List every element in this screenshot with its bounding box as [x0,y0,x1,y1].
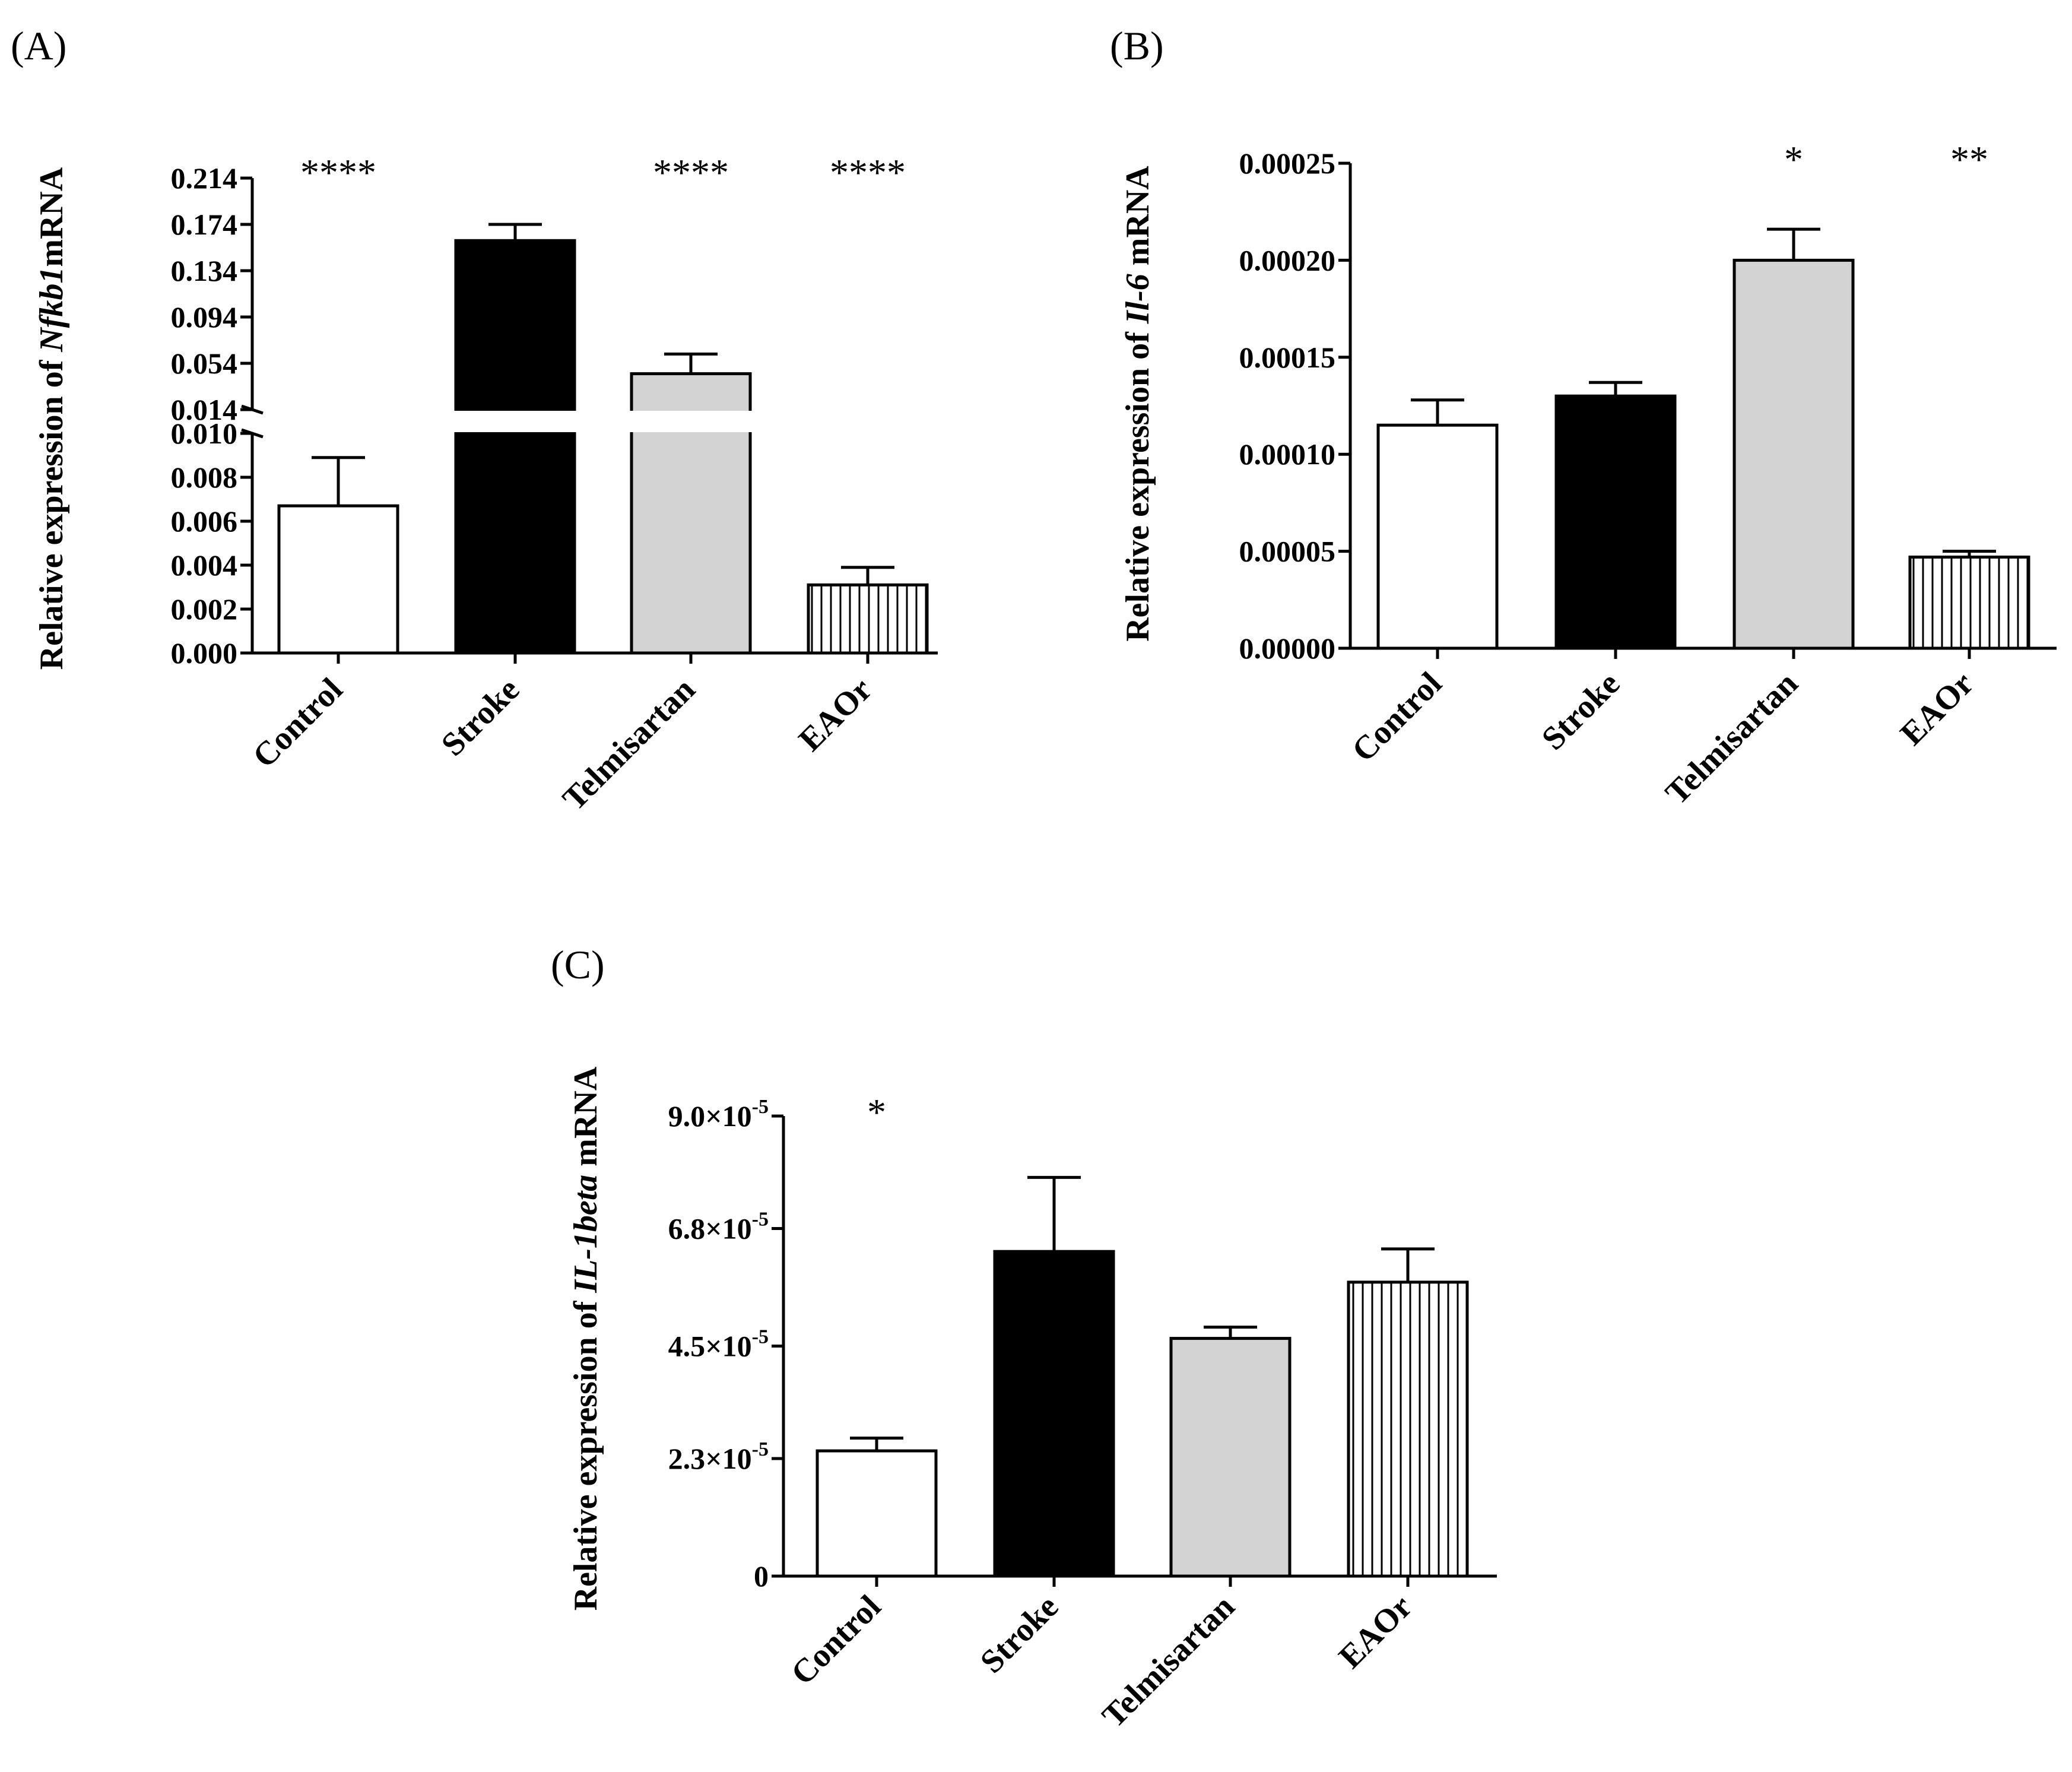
y-tick-mantissa: 9.0×10 [668,1099,752,1133]
y-tick-label: 0.214 [171,161,238,195]
y-tick-exponent: -5 [752,1096,769,1118]
y-tick-label: 0.000 [171,636,238,670]
significance-marker: ** [1950,138,1988,180]
y-axis-label: Relative expression of Nfkb1mRNA [33,167,70,670]
bar [277,504,399,655]
y-axis-label-gene: IL-1beta [567,1175,604,1294]
bar [1908,555,2030,650]
y-tick-label: 6.8×10-5 [668,1208,769,1245]
y-tick-label: 0.008 [171,461,238,494]
y-tick-label: 0.094 [171,300,238,334]
y-tick-label: 0.174 [171,208,238,241]
bar [1376,423,1499,650]
bar [816,1449,938,1578]
category-label: Telmisartan [1095,1588,1242,1735]
y-tick-label: 2.3×10-5 [668,1438,769,1475]
bar [1347,1280,1469,1578]
y-tick-label: 0.00020 [1239,243,1336,277]
bar [1554,394,1677,650]
category-label: EAOr [1332,1588,1419,1675]
panel-label: (B) [1110,23,1164,68]
panel-c: (C)02.3×10-54.5×10-56.8×10-59.0×10-5 *Rel… [551,942,1497,1735]
category-label: Control [784,1588,888,1692]
category-label: Telmisartan [1658,665,1805,811]
significance-marker: **** [300,151,376,194]
y-tick-label: 0.010 [171,417,238,450]
category-label: Telmisartan [556,671,702,817]
y-axis-label-prefix: Relative expression of [567,1293,604,1611]
y-tick-exponent: -5 [752,1438,769,1460]
y-axis-label-suffix: mRNA [567,1066,604,1175]
y-tick-label: 0.00000 [1239,632,1336,665]
y-tick-label: 4.5×10-5 [668,1326,769,1363]
category-label: EAOr [1893,665,1981,752]
y-axis-label-gene: Il-6 [1119,274,1156,324]
category-label: Stroke [973,1588,1065,1680]
bar [807,583,929,655]
category-label: Stroke [434,671,526,763]
panel-b: (B) 0.00000 0.00005 0.00010 0.00015 0.00020 0.… [1110,23,2057,811]
y-tick-label: 0.00005 [1239,535,1336,568]
bar [993,1250,1115,1578]
y-tick-label: 0.006 [171,505,238,538]
y-tick-label: 0.00010 [1239,438,1336,471]
y-axis-label-gene: Nfkb1 [33,267,70,353]
bar [1169,1337,1292,1578]
y-tick-exponent: -5 [752,1326,769,1348]
significance-marker: **** [653,151,729,194]
category-label: Stroke [1535,665,1627,757]
category-label: EAOr [792,671,879,758]
bar-break-gap [629,411,753,432]
y-tick-label: 0.002 [171,592,238,626]
y-tick-label: 0.134 [171,254,238,287]
bar-break-gap [453,411,577,432]
panel-label: (C) [551,942,605,987]
y-tick-label: 0.004 [171,549,238,582]
y-tick-mantissa: 2.3×10 [668,1442,752,1475]
y-tick-label: 0 [754,1559,769,1593]
category-label: Control [246,671,350,775]
significance-marker: **** [830,151,906,194]
y-tick-label: 0.00025 [1239,147,1336,180]
significance-marker: * [867,1091,886,1133]
y-axis-label-prefix: Relative expression of [33,352,70,670]
significance-marker: * [1784,138,1803,180]
y-tick-label: 0.054 [171,347,238,380]
y-tick-label: 9.0×10-5 [668,1096,769,1133]
y-tick-exponent: -5 [752,1208,769,1230]
y-tick-mantissa: 4.5×10 [668,1330,752,1363]
y-axis-label: Relative expression of IL-1beta mRNA [567,1066,604,1611]
y-tick-mantissa: 6.8×10 [668,1212,752,1245]
y-axis-label-suffix: mRNA [33,167,70,267]
y-tick-mantissa: 0 [754,1559,769,1593]
panel-label: (A) [11,23,66,68]
y-tick-label: 0.014 [171,393,238,426]
y-axis-label-suffix: mRNA [1119,166,1156,274]
bar [454,239,576,655]
y-axis-label-prefix: Relative expression of [1119,324,1156,642]
y-tick-label: 0.00015 [1239,341,1336,374]
y-axis-label: Relative expression of Il-6 mRNA [1119,166,1156,642]
category-label: Control [1345,665,1449,769]
bar [1733,258,1855,650]
